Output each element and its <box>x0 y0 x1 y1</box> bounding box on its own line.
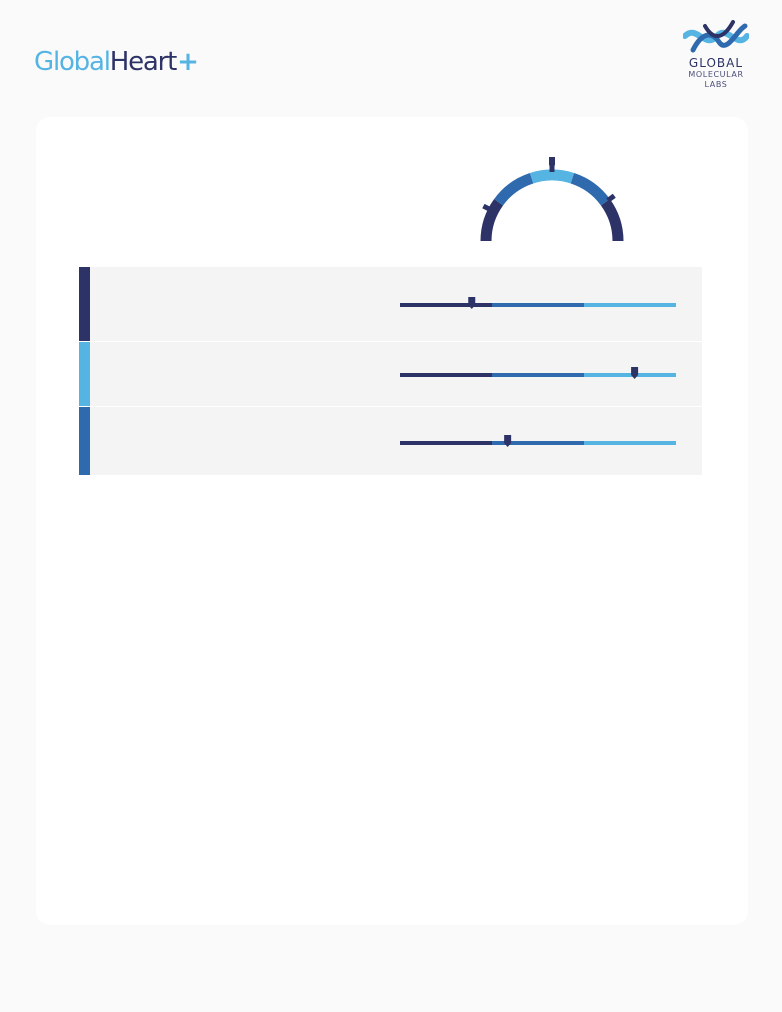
gauge-tick <box>482 203 492 212</box>
risk-row <box>79 267 702 342</box>
gauge-segment <box>570 173 610 206</box>
dna-helix-icon <box>683 20 749 53</box>
lab-logo-line2: MOLECULAR <box>688 70 744 79</box>
gauge-segment <box>480 198 504 242</box>
scale-segment <box>400 303 492 307</box>
risk-scale <box>400 297 676 311</box>
risk-gauge <box>480 157 624 242</box>
risk-rows <box>79 267 702 476</box>
risk-row-accent <box>79 342 90 406</box>
scale-segment <box>584 303 676 307</box>
lab-logo-line3: LABS <box>704 80 728 89</box>
lab-logo-line1: GLOBAL <box>688 56 744 70</box>
scale-segment <box>492 441 584 445</box>
gauge-tick <box>606 193 616 203</box>
scale-segment <box>400 441 492 445</box>
gauge-segment <box>494 173 534 206</box>
gauge-pointer <box>549 157 555 169</box>
scale-segment <box>584 441 676 445</box>
scale-marker <box>504 435 512 447</box>
scale-segment <box>400 373 492 377</box>
risk-row-accent <box>79 407 90 475</box>
gauge-segment <box>529 169 575 184</box>
risk-row <box>79 342 702 407</box>
scale-segment <box>492 303 584 307</box>
brand-logo-plus: + <box>177 47 199 77</box>
lab-logo: GLOBAL MOLECULAR LABS <box>680 20 752 92</box>
brand-logo-part2: Heart <box>109 47 178 77</box>
scale-segment <box>584 373 676 377</box>
brand-logo-part1: Global <box>34 47 111 77</box>
scale-marker <box>468 297 476 309</box>
brand-logo: GlobalHeart+ <box>34 46 199 78</box>
gauge-segment <box>600 198 624 242</box>
scale-marker <box>631 367 639 379</box>
scale-segment <box>492 373 584 377</box>
risk-scale <box>400 367 676 381</box>
risk-scale <box>400 435 676 449</box>
risk-row <box>79 407 702 476</box>
report-card <box>36 117 748 925</box>
risk-row-accent <box>79 267 90 341</box>
lab-logo-text: GLOBAL MOLECULAR LABS <box>680 56 752 90</box>
